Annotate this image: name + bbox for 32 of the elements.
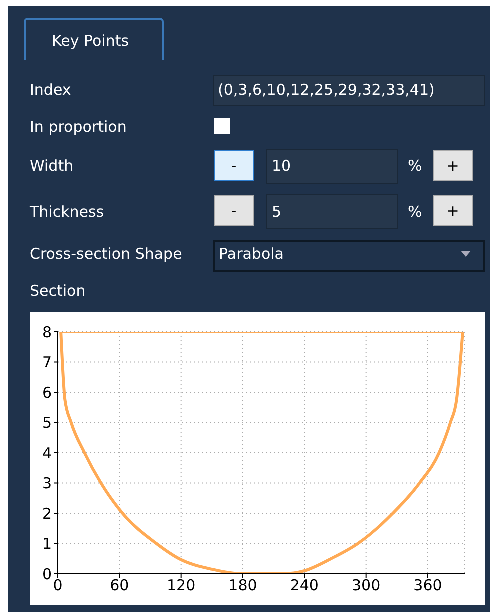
text: Cross-section Shape bbox=[30, 245, 182, 263]
text: 5 bbox=[272, 203, 282, 221]
text: In proportion bbox=[30, 118, 127, 136]
text: Index bbox=[30, 81, 72, 99]
text: Width bbox=[30, 157, 74, 175]
text: + bbox=[433, 195, 473, 226]
chart-title: Section bbox=[30, 282, 86, 300]
text: Thickness bbox=[30, 203, 104, 221]
text: % bbox=[408, 157, 422, 175]
y-tick-label: 2 bbox=[42, 504, 52, 523]
text: - bbox=[214, 150, 254, 181]
text: (0,3,6,10,12,25,29,32,33,41) bbox=[218, 81, 435, 99]
y-tick-label: 3 bbox=[42, 474, 52, 493]
x-tick-label: 360 bbox=[414, 576, 442, 595]
x-tick-label: 180 bbox=[228, 576, 258, 595]
y-tick-label: 6 bbox=[42, 384, 52, 402]
x-tick-label: 300 bbox=[352, 576, 381, 595]
x-tick-label: 120 bbox=[167, 576, 196, 595]
y-tick-label: 8 bbox=[42, 323, 52, 342]
text: + bbox=[433, 150, 473, 181]
text: 10 bbox=[272, 157, 292, 175]
text: Parabola bbox=[219, 245, 284, 263]
x-tick-label: 240 bbox=[290, 576, 319, 595]
text: % bbox=[408, 203, 422, 221]
y-tick-label: 5 bbox=[42, 414, 52, 432]
y-tick-label: 1 bbox=[42, 535, 52, 554]
y-tick-label: 7 bbox=[42, 354, 52, 372]
y-tick-label: 4 bbox=[42, 444, 52, 462]
x-tick-label: 60 bbox=[110, 576, 130, 595]
y-tick-label: 0 bbox=[42, 565, 52, 584]
text: - bbox=[214, 195, 254, 226]
text: Key Points bbox=[52, 32, 130, 50]
